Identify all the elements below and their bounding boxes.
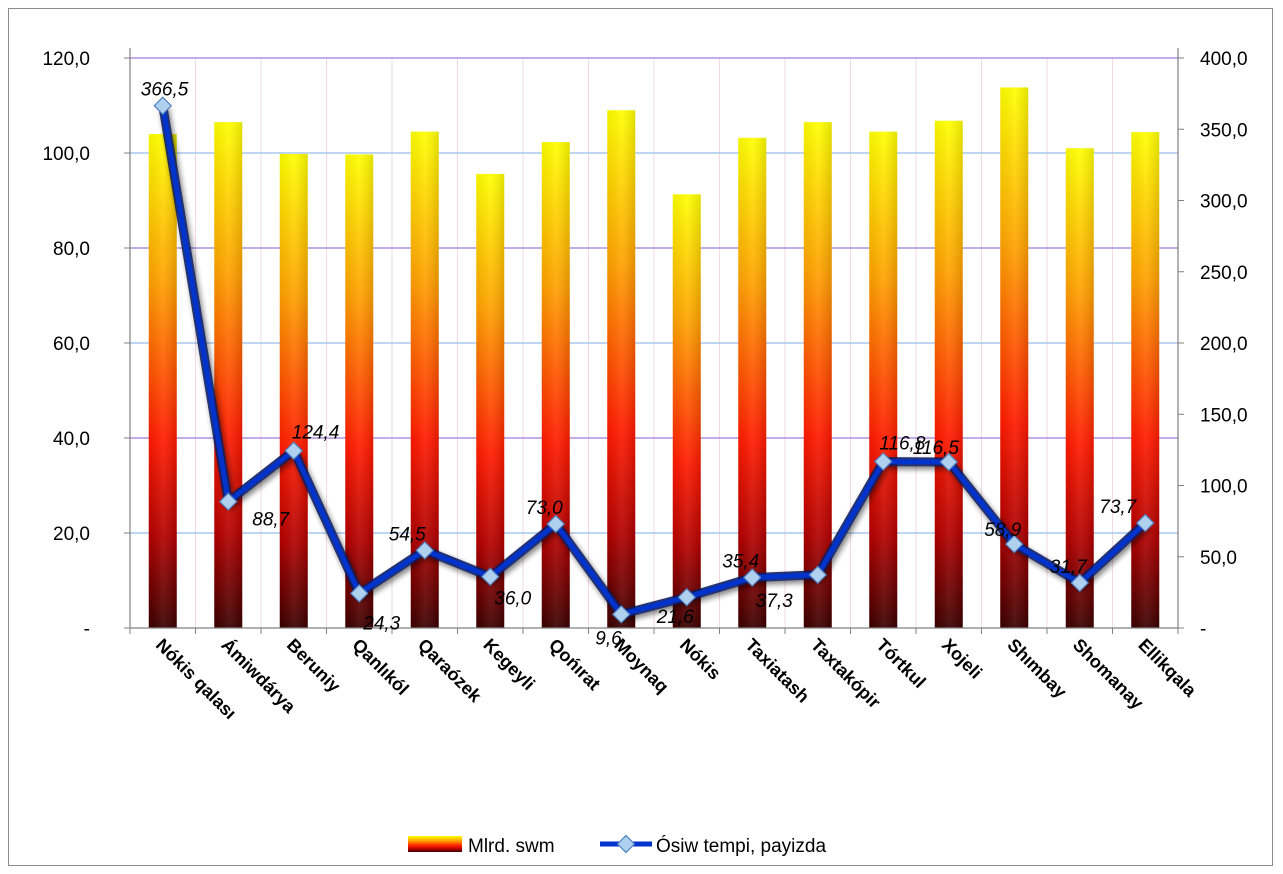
left-axis-tick-label: 40,0 [53,429,90,450]
line-marker [939,452,959,472]
line-marker [1070,573,1090,593]
left-axis-tick-label: 100,0 [42,144,90,165]
line-series [153,96,1155,624]
category-label: Beruniy [283,635,345,697]
data-label: 24,3 [362,613,400,634]
line-series-path [160,105,1147,617]
bar-shade [934,120,963,628]
line-marker [218,492,238,511]
line-marker [1135,513,1155,533]
data-label: 366,5 [141,80,189,101]
category-label: Shımbay [1003,635,1070,702]
line-marker [153,96,173,116]
category-label: Taxiatash [741,635,813,707]
data-label: 35,4 [722,552,759,573]
line-marker [349,584,369,603]
left-axis-tick-label: 20,0 [53,524,90,545]
data-label: 9,6 [595,628,622,649]
line-marker [808,565,828,585]
line-marker [415,541,435,560]
line-marker [742,568,762,587]
legend-line-label: Ósiw tempi, payizda [656,835,826,857]
line-marker [677,587,697,607]
category-label: Ellikqala [1134,635,1200,701]
bar-shade [345,154,374,629]
category-label: Nókis [676,635,725,684]
line-marker [480,567,500,587]
right-axis-tick-label: - [1200,619,1206,640]
data-label: 116,8 [879,434,926,455]
data-label: 58,9 [984,520,1021,541]
bar-series [148,87,1160,629]
bar-shade [1131,132,1160,628]
data-label: 73,0 [526,498,563,519]
legend: Mlrd. swm Ósiw tempi, payizda [408,834,826,857]
bar-shade [541,142,570,628]
right-axis-tick-label: 100,0 [1200,477,1248,498]
bar-shade [1065,148,1094,628]
right-axis-tick-label: 200,0 [1200,334,1248,355]
left-axis-tick-label: 60,0 [53,334,90,355]
right-axis-tick-label: 50,0 [1200,548,1237,569]
left-axis-tick-label: 120,0 [42,49,90,70]
category-label: Tórtkul [872,635,929,692]
line-marker [873,452,893,471]
right-axis-tick-label: 400,0 [1200,49,1248,70]
data-label: 54,5 [389,524,426,545]
line-marker [546,514,566,534]
category-label: Taxtakópir [807,635,885,713]
bar-shade [803,122,832,628]
bar-shade [476,173,505,628]
bar-shade [279,153,308,628]
right-axis-tick-label: 350,0 [1200,120,1248,141]
legend-bar-swatch [408,836,462,852]
data-labels: 366,5 88,7 124,4 24,3 54,5 36,0 73,0 9,6 21,6 35,… [141,80,1138,650]
right-axis-tick-label: 150,0 [1200,405,1248,426]
category-label: Qaraózek [414,635,486,707]
line-marker [1004,534,1024,554]
line-marker [611,604,631,624]
bar-shade [214,122,243,628]
bar-shade [148,134,177,628]
left-axis-tick-label: - [84,619,90,640]
legend-bar-label: Mlrd. swm [468,836,555,857]
bar-shade [869,131,898,628]
legend-line-marker [616,834,636,854]
line-marker [284,441,304,461]
category-label: Kegeyli [479,635,538,694]
data-label: 37,3 [756,591,793,612]
data-label: 21,6 [656,607,694,628]
data-label: 124,4 [292,423,340,444]
data-label: 31,7 [1050,557,1088,578]
left-axis-tick-label: 80,0 [53,239,90,260]
data-label: 73,7 [1099,497,1137,518]
bar-shade [738,137,767,629]
data-label: 88,7 [252,510,290,531]
data-label: 36,0 [494,589,531,610]
bar-shade [607,110,636,628]
bar-shade [672,194,701,628]
category-label: Xojeli [938,635,986,683]
right-axis-tick-label: 300,0 [1200,192,1248,213]
right-axis-tick-label: 250,0 [1200,263,1248,284]
category-label: Qanlıkól [348,635,412,699]
data-label: 116,5 [913,438,960,459]
